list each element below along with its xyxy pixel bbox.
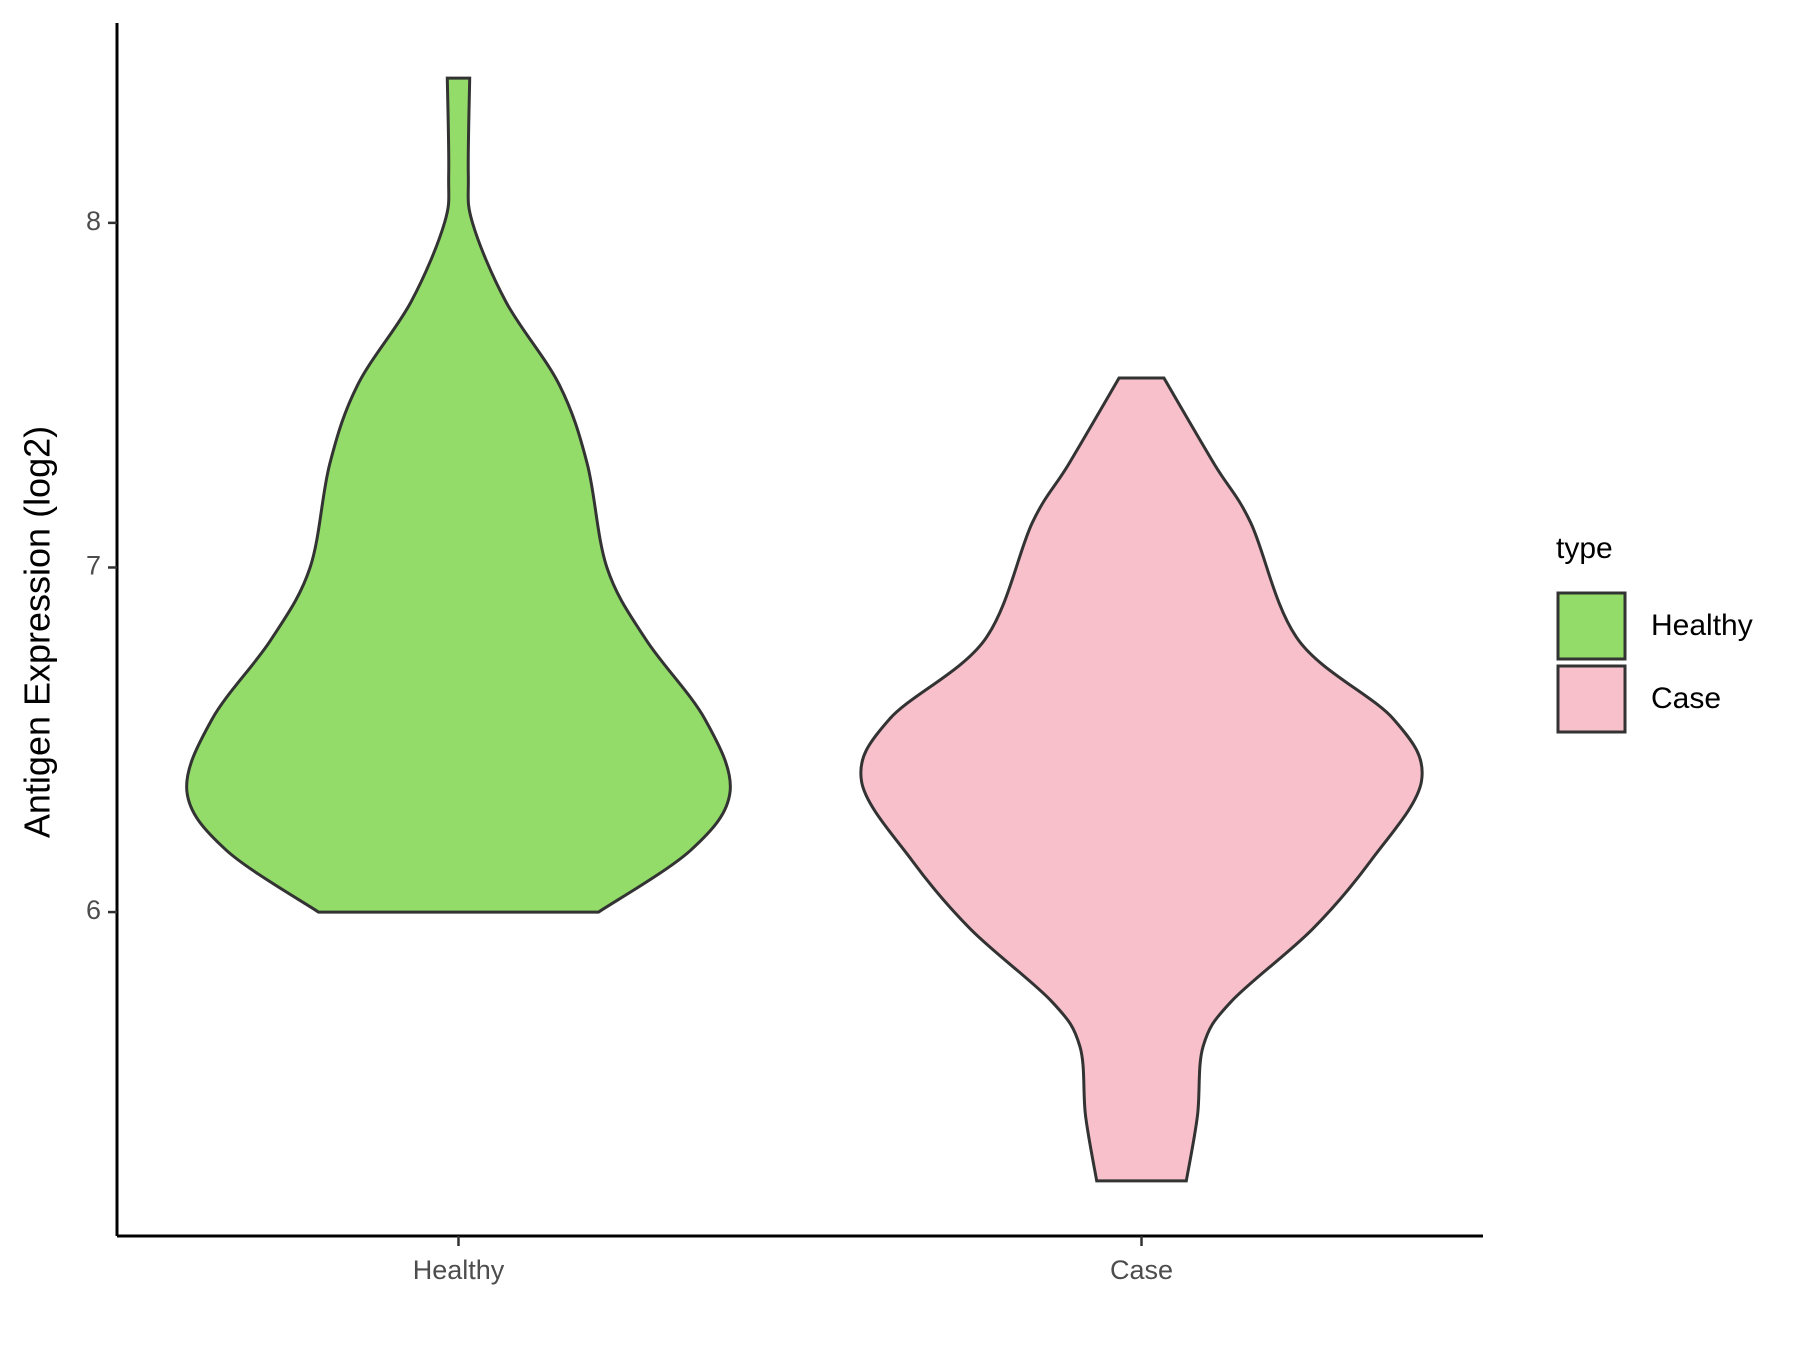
- legend-label: Healthy: [1651, 609, 1753, 642]
- x-tick-label: Case: [1110, 1255, 1173, 1285]
- y-axis-title: Antigen Expression (log2): [17, 426, 58, 838]
- y-tick-label: 7: [86, 551, 101, 581]
- legend-key: [1556, 591, 1627, 661]
- legend-key: [1556, 664, 1627, 734]
- legend-title: type: [1556, 532, 1613, 565]
- legend-label: Case: [1651, 682, 1721, 715]
- violin: [859, 376, 1424, 1183]
- y-tick-label: 8: [86, 206, 101, 236]
- x-tick-label: Healthy: [413, 1255, 505, 1285]
- y-tick-label: 6: [86, 895, 101, 925]
- violin: [185, 76, 732, 914]
